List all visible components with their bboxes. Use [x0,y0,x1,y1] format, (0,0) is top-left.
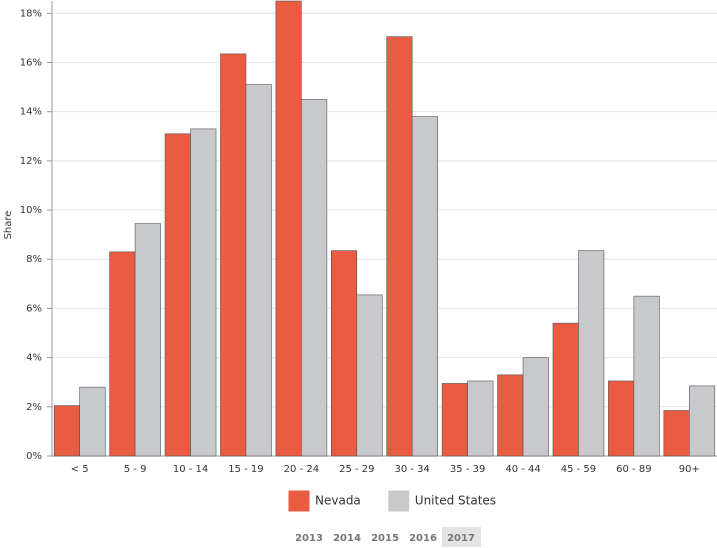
x-tick-label: < 5 [71,464,89,475]
x-tick-label: 90+ [679,464,700,475]
y-tick-label: 0% [26,451,42,462]
bar [386,36,413,457]
year-button[interactable]: 2015 [371,533,399,544]
y-tick-label: 18% [20,8,42,19]
y-tick-label: 6% [26,303,42,314]
year-highlight [442,527,481,547]
x-tick-label: 45 - 59 [561,464,596,475]
year-button[interactable]: 2014 [333,533,361,544]
bar [608,380,635,457]
year-button[interactable]: 2017 [442,527,481,547]
bar [411,116,439,457]
bar [633,295,660,457]
bar [467,380,494,457]
x-tick-label: 15 - 19 [228,464,263,475]
y-tick-label: 12% [20,156,42,167]
bar [441,383,468,457]
bar [190,128,217,457]
year-label[interactable]: 2016 [409,533,437,544]
bar [301,99,328,457]
x-tick-label: 40 - 44 [505,464,540,475]
bar [220,53,247,457]
bar [663,410,690,457]
legend-swatch [288,490,310,512]
y-tick-label: 2% [26,402,42,413]
bar [497,374,524,457]
bar [578,250,605,457]
y-tick-label: 4% [26,353,42,364]
year-label[interactable]: 2013 [295,533,323,544]
y-axis-label: Share [3,211,14,240]
legend-swatch [388,490,410,512]
year-label[interactable]: 2017 [447,533,475,544]
year-label[interactable]: 2015 [371,533,399,544]
x-tick-label: 10 - 14 [173,464,208,475]
x-tick-label: 20 - 24 [284,464,319,475]
bar [53,405,81,457]
y-tick-label: 8% [26,254,42,265]
legend-label: United States [415,494,496,508]
bar [522,357,549,457]
bar [134,223,161,457]
x-tick-label: 30 - 34 [394,464,429,475]
y-tick-label: 16% [20,57,42,68]
bar [79,386,106,457]
legend: Nevada United States [288,490,496,512]
year-button[interactable]: 2016 [409,533,437,544]
year-button[interactable]: 2013 [295,533,323,544]
x-tick-label: 35 - 39 [450,464,485,475]
x-tick-label: 25 - 29 [339,464,374,475]
bar [688,385,716,457]
x-tick-label: 60 - 89 [616,464,651,475]
year-label[interactable]: 2014 [333,533,361,544]
bar [109,251,136,457]
bar [164,133,191,457]
bar [356,294,383,457]
bar [330,250,358,457]
y-tick-label: 14% [20,107,42,118]
bar [245,84,272,457]
bar [552,322,579,457]
legend-label: Nevada [315,494,361,508]
y-tick-label: 10% [20,205,42,216]
x-tick-label: 5 - 9 [124,464,147,475]
bar [275,0,302,457]
